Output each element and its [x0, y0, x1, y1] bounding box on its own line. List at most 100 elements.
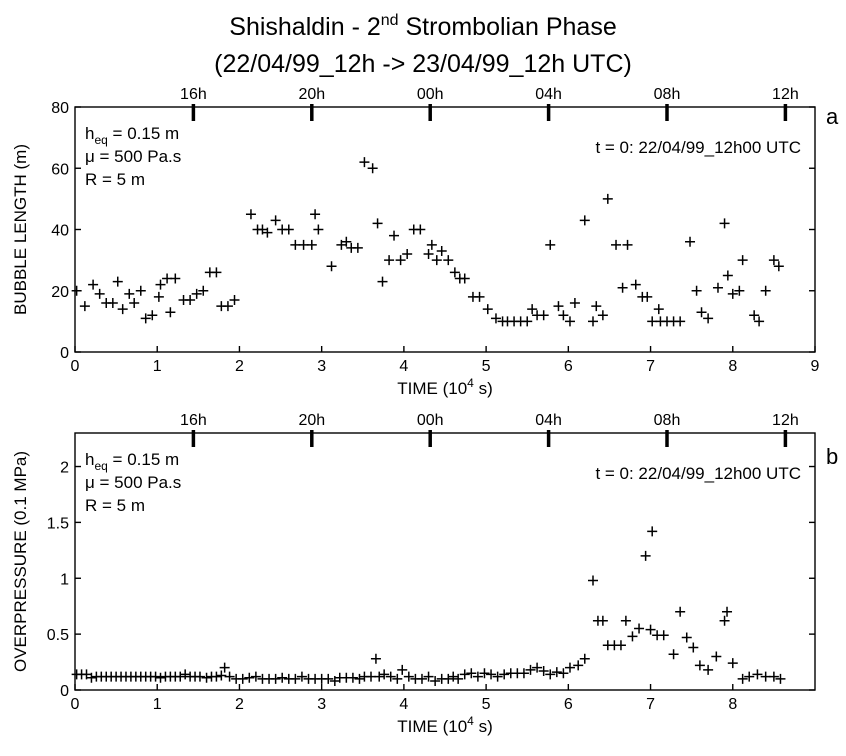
- x-tick-label: 3: [317, 358, 326, 375]
- data-point: [588, 316, 598, 327]
- data-point: [694, 660, 705, 671]
- data-point: [722, 270, 733, 281]
- data-point: [347, 672, 358, 683]
- top-time-tick-label: 08h: [654, 86, 681, 103]
- data-point: [201, 672, 212, 683]
- data-point: [397, 664, 408, 675]
- top-time-tick-label: 08h: [654, 412, 681, 429]
- data-point: [538, 310, 549, 321]
- annotation-heq-main: h: [85, 124, 94, 143]
- data-point: [545, 669, 556, 680]
- data-point: [153, 291, 164, 302]
- title-line1-suffix: Strombolian Phase: [399, 13, 617, 41]
- data-point: [244, 672, 255, 683]
- data-point: [403, 671, 414, 682]
- data-point: [270, 215, 281, 226]
- data-point: [211, 671, 222, 682]
- x-tick-label: 4: [399, 696, 408, 713]
- data-point: [423, 671, 434, 682]
- y-tick-label: 80: [51, 100, 69, 117]
- data-point: [675, 316, 686, 327]
- data-point: [754, 316, 765, 327]
- data-point: [71, 285, 82, 296]
- top-time-tick-label: 20h: [298, 86, 325, 103]
- data-point: [744, 671, 755, 682]
- y-tick-label: 0: [60, 683, 69, 700]
- data-point: [773, 261, 784, 272]
- x-tick-label: 2: [235, 358, 244, 375]
- data-point: [94, 288, 105, 299]
- top-time-tick-label: 04h: [535, 412, 562, 429]
- data-point: [737, 255, 748, 266]
- data-point: [170, 273, 181, 284]
- data-point: [313, 224, 324, 235]
- data-point: [668, 649, 679, 660]
- data-point: [486, 669, 497, 680]
- annotation-radius: R = 5 m: [85, 496, 145, 515]
- top-time-tick-label: 16h: [180, 412, 207, 429]
- data-point: [374, 671, 385, 682]
- data-point: [722, 606, 733, 617]
- data-point: [479, 668, 490, 679]
- x-tick-label: 6: [564, 696, 573, 713]
- data-point: [688, 642, 699, 653]
- data-point: [124, 288, 135, 299]
- data-point: [290, 673, 301, 684]
- data-point: [372, 218, 383, 229]
- data-point: [658, 630, 669, 641]
- data-point: [270, 673, 281, 684]
- data-point: [696, 307, 707, 318]
- data-point: [553, 301, 564, 312]
- data-point: [296, 671, 307, 682]
- x-tick-label: 7: [646, 696, 655, 713]
- data-point: [653, 304, 664, 315]
- x-axis-label-prefix: TIME (10: [397, 717, 467, 736]
- data-point: [472, 671, 483, 682]
- y-axis-label: BUBBLE LENGTH (m): [11, 144, 30, 315]
- data-point: [135, 285, 146, 296]
- data-point: [522, 316, 533, 327]
- top-time-tick-label: 12h: [772, 86, 799, 103]
- data-point: [250, 671, 261, 682]
- x-axis-label-sup: 4: [467, 714, 474, 728]
- data-point: [112, 276, 123, 287]
- data-point: [354, 673, 365, 684]
- data-point: [191, 288, 202, 299]
- data-point: [443, 673, 454, 684]
- data-point: [402, 249, 413, 259]
- x-tick-label: 0: [71, 358, 80, 375]
- data-point: [194, 671, 205, 682]
- data-point: [323, 673, 334, 684]
- x-tick-label: 9: [811, 358, 820, 375]
- panel-label: b: [826, 444, 838, 469]
- data-point: [737, 673, 748, 684]
- data-point: [352, 242, 363, 253]
- annotation-heq-sub: eq: [94, 133, 107, 147]
- data-point: [88, 279, 99, 290]
- x-tick-label: 3: [317, 696, 326, 713]
- data-point: [734, 285, 745, 296]
- y-tick-label: 0: [60, 345, 69, 362]
- data-point: [564, 316, 575, 327]
- data-point: [768, 671, 779, 682]
- data-point: [426, 239, 437, 250]
- top-time-tick-label: 12h: [772, 412, 799, 429]
- annotation-heq-main: h: [85, 450, 94, 469]
- data-point: [219, 662, 230, 673]
- data-point: [431, 255, 442, 266]
- data-point: [107, 298, 118, 308]
- data-point: [474, 291, 485, 302]
- data-point: [597, 615, 608, 626]
- data-point: [620, 615, 631, 626]
- data-point: [306, 239, 317, 250]
- data-point: [416, 673, 427, 684]
- data-point: [579, 215, 590, 226]
- data-point: [760, 285, 771, 296]
- data-point: [367, 163, 378, 174]
- data-point: [459, 273, 470, 284]
- x-tick-label: 5: [482, 358, 491, 375]
- data-point: [185, 294, 196, 305]
- data-point: [719, 615, 730, 626]
